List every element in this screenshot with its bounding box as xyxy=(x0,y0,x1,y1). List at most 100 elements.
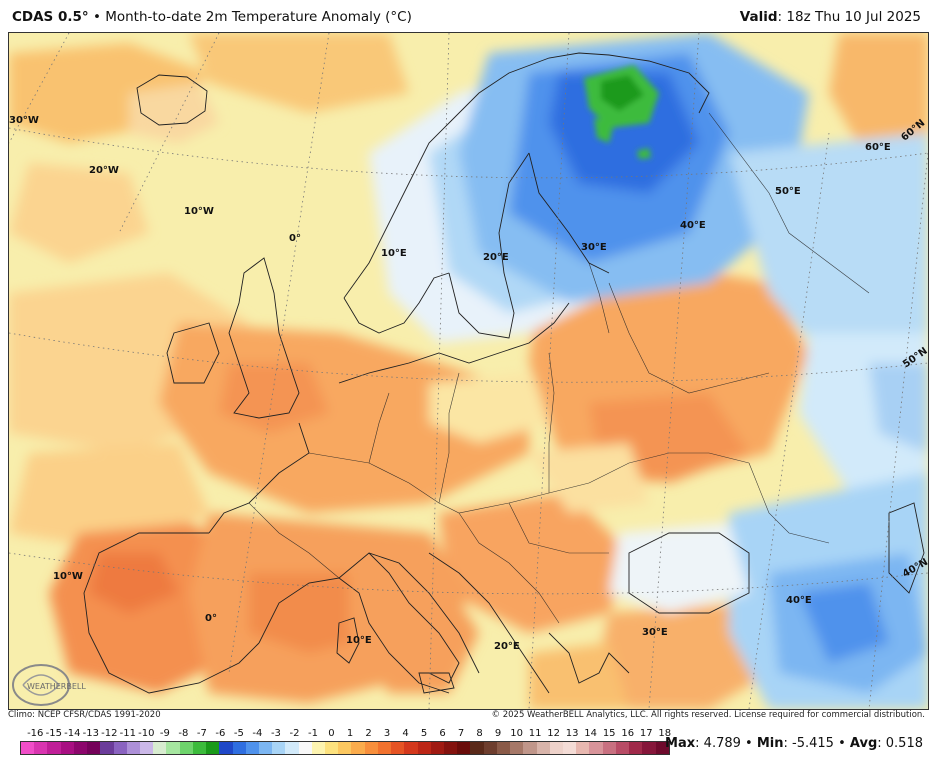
anomaly-map[interactable]: 30°W 20°W 10°W 0° 10°E 20°E 30°E 40°E 50… xyxy=(8,32,929,710)
colorbar-tick-label: 14 xyxy=(584,728,598,739)
map-title: CDAS 0.5° • Month-to-date 2m Temperature… xyxy=(12,9,412,25)
colorbar-tick-label: -16 xyxy=(27,728,44,739)
colorbar-swatch xyxy=(391,742,405,754)
colorbar-swatch xyxy=(510,742,524,754)
colorbar-tick-label: 18 xyxy=(658,728,672,739)
colorbar-tick-label: -8 xyxy=(178,728,189,739)
colorbar-tick-label: 9 xyxy=(494,728,502,739)
colorbar-swatch xyxy=(60,742,74,754)
anomaly-shading xyxy=(9,33,928,709)
colorbar-swatch xyxy=(377,742,392,754)
colorbar-swatch xyxy=(496,742,511,754)
label-30w: 30°W xyxy=(9,115,39,126)
colorbar-swatch xyxy=(457,742,471,754)
colorbar-tick-label: 8 xyxy=(476,728,483,739)
avg-value: : 0.518 xyxy=(877,736,923,751)
label-20e-north: 20°E xyxy=(483,252,509,263)
colorbar-swatch xyxy=(642,742,656,754)
colorbar-swatch xyxy=(298,742,312,754)
colorbar-swatch xyxy=(21,742,35,754)
stats-summary: Max: 4.789 • Min: -5.415 • Avg: 0.518 xyxy=(665,736,923,751)
colorbar-swatch xyxy=(562,742,577,754)
colorbar-swatch xyxy=(351,742,365,754)
colorbar-swatch xyxy=(100,742,114,754)
colorbar-swatch xyxy=(153,742,167,754)
colorbar-swatch xyxy=(73,742,88,754)
copyright-credit: © 2025 WeatherBELL Analytics, LLC. All r… xyxy=(491,710,925,720)
colorbar-tick-label: -13 xyxy=(82,728,99,739)
label-10e-south: 10°E xyxy=(346,635,372,646)
colorbar-swatch xyxy=(536,742,550,754)
colorbar-swatch xyxy=(126,742,140,754)
valid-label: Valid xyxy=(739,9,778,25)
logo-text: WEATHERBELL xyxy=(27,682,86,691)
colorbar-tick-label: -6 xyxy=(215,728,226,739)
colorbar-swatch xyxy=(47,742,61,754)
colorbar-swatch xyxy=(430,742,444,754)
colorbar-tick-label: -14 xyxy=(64,728,81,739)
colorbar-tick-label: 1 xyxy=(346,728,354,739)
colorbar-tick-label: 3 xyxy=(383,728,391,739)
colorbar-tick-label: -3 xyxy=(270,728,281,739)
colorbar-tick-label: -9 xyxy=(159,728,170,739)
colorbar-swatch xyxy=(483,742,497,754)
colorbar-swatch xyxy=(258,742,273,754)
label-60e: 60°E xyxy=(865,142,891,153)
avg-label: Avg xyxy=(849,736,878,751)
colorbar-swatch xyxy=(179,742,193,754)
colorbar-swatch xyxy=(655,742,669,754)
colorbar-tick-label: 2 xyxy=(365,728,372,739)
colorbar-swatch xyxy=(602,742,616,754)
colorbar-tick-label: 7 xyxy=(457,728,465,739)
map-canvas: 30°W 20°W 10°W 0° 10°E 20°E 30°E 40°E 50… xyxy=(9,33,928,709)
colorbar-swatch xyxy=(87,742,101,754)
colorbar-swatch xyxy=(589,742,603,754)
colorbar-swatch xyxy=(139,742,154,754)
weatherbell-logo: WEATHERBELL xyxy=(12,664,86,706)
colorbar-swatch xyxy=(576,742,590,754)
label-50e: 50°E xyxy=(775,186,801,197)
colorbar-tick-label: 16 xyxy=(621,728,635,739)
max-label: Max xyxy=(665,736,696,751)
climo-credit: Climo: NCEP CFSR/CDAS 1991-2020 xyxy=(8,710,161,720)
colorbar-swatch xyxy=(325,742,339,754)
label-40e-north: 40°E xyxy=(680,220,706,231)
label-10w-north: 10°W xyxy=(184,206,214,217)
min-label: Min xyxy=(756,736,784,751)
colorbar-swatch xyxy=(272,742,286,754)
header: CDAS 0.5° • Month-to-date 2m Temperature… xyxy=(0,0,935,32)
valid-time-value: : 18z Thu 10 Jul 2025 xyxy=(777,9,921,25)
valid-time: Valid: 18z Thu 10 Jul 2025 xyxy=(740,9,921,25)
colorbar-swatch xyxy=(364,742,378,754)
label-10e-north: 10°E xyxy=(381,248,407,259)
colorbar-swatch xyxy=(615,742,630,754)
colorbar-labels: -16 -15 -14 -13 -12 -11 -10 -9 -8 -7 -6 -5 -4 -3 -2 -1 0… xyxy=(20,728,672,740)
colorbar-swatch xyxy=(245,742,259,754)
min-value: : -5.415 xyxy=(783,736,834,751)
colorbar-tick-label: -10 xyxy=(138,728,155,739)
coastlines xyxy=(83,52,925,694)
colorbar-swatch xyxy=(338,742,352,754)
colorbar-swatch xyxy=(206,742,220,754)
stats-sep-1: • xyxy=(745,736,753,751)
colorbar-swatch xyxy=(470,742,484,754)
colorbar-tick-label: -2 xyxy=(289,728,300,739)
colorbar-swatch xyxy=(219,742,233,754)
colorbar-tick-label: -4 xyxy=(252,728,263,739)
colorbar-swatch xyxy=(629,742,643,754)
colorbar-swatch xyxy=(444,742,458,754)
colorbar-tick-label: -1 xyxy=(307,728,318,739)
label-10w-south: 10°W xyxy=(53,571,83,582)
label-40e-south: 40°E xyxy=(786,595,812,606)
title-separator: • xyxy=(92,9,101,25)
colorbar-swatch xyxy=(417,742,431,754)
colorbar-tick-label: 12 xyxy=(547,728,561,739)
colorbar-tick-label: -5 xyxy=(233,728,244,739)
colorbar-swatch xyxy=(523,742,537,754)
colorbar-swatch xyxy=(404,742,418,754)
colorbar-swatch xyxy=(285,742,299,754)
country-borders xyxy=(248,112,870,624)
label-30e-north: 30°E xyxy=(581,242,607,253)
colorbar-tick-label: 0 xyxy=(328,728,335,739)
max-value: : 4.789 xyxy=(695,736,741,751)
